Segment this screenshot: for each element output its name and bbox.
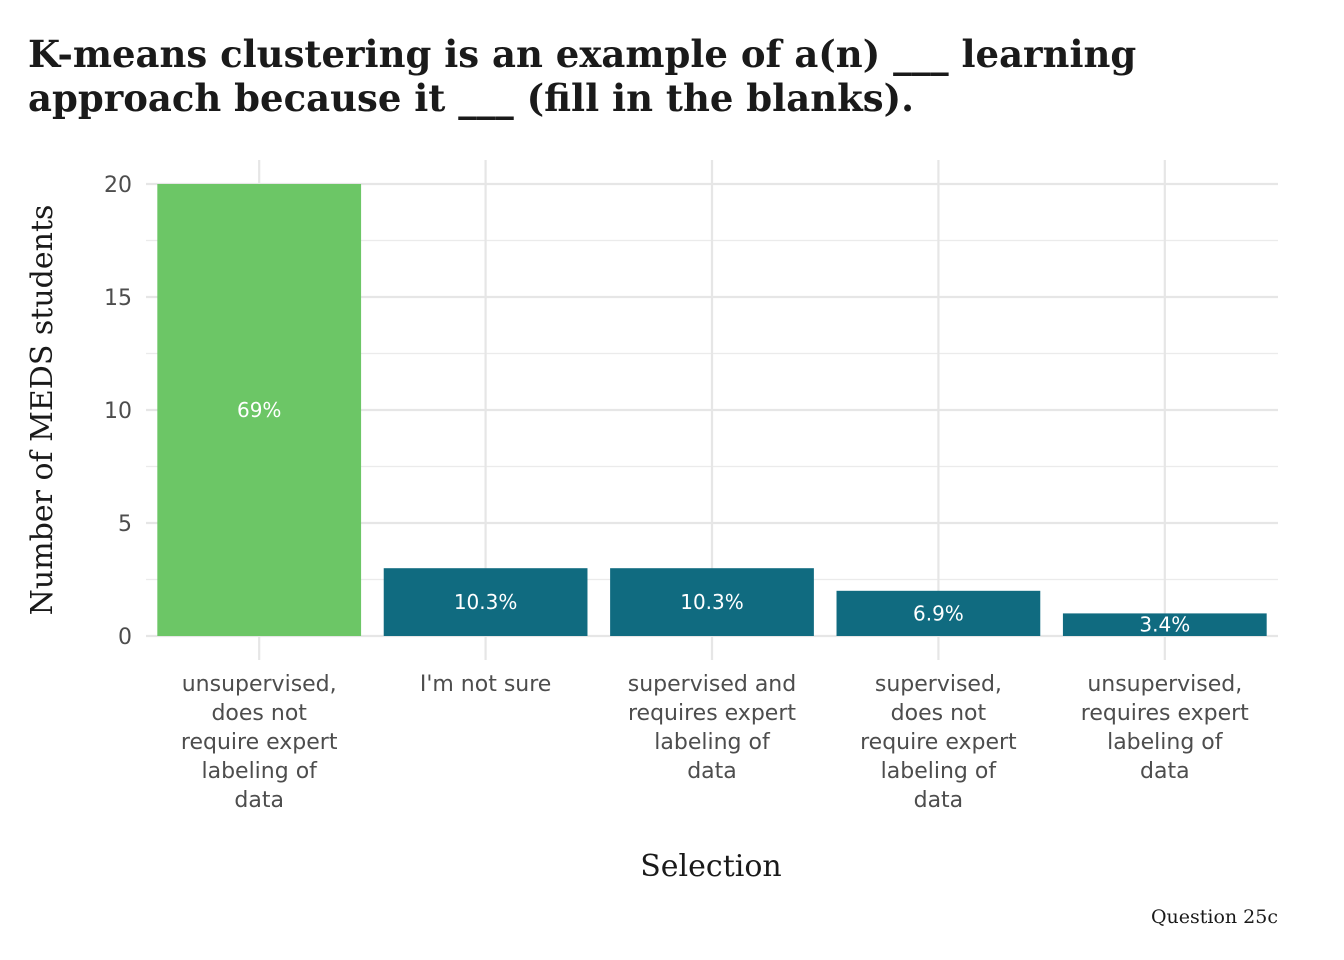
bar xyxy=(836,590,1041,636)
bar xyxy=(610,568,814,636)
y-tick-label: 0 xyxy=(118,625,132,650)
chart-title: K-means clustering is an example of a(n)… xyxy=(28,32,1137,120)
chart-caption: Question 25c xyxy=(1150,906,1278,928)
bar-data-label: 3.4% xyxy=(1139,613,1190,637)
bar-data-label: 69% xyxy=(237,398,281,422)
x-tick-label: unsupervised, does not require expert label… xyxy=(181,672,338,813)
bars xyxy=(157,184,1267,636)
x-tick-label: unsupervised, requires expert labeling of d… xyxy=(1081,672,1249,784)
bar-data-label: 6.9% xyxy=(913,601,964,625)
y-axis-title: Number of MEDS students xyxy=(25,205,60,616)
x-tick-label: supervised, does not require expert labelin… xyxy=(860,672,1017,813)
bar xyxy=(157,184,362,636)
x-tick-label: I'm not sure xyxy=(420,672,551,697)
bar xyxy=(383,568,588,636)
y-tick-label: 20 xyxy=(104,173,132,198)
bar xyxy=(1062,613,1267,636)
bar-data-label: 10.3% xyxy=(454,590,518,614)
y-axis-ticks: 0 5 10 15 20 xyxy=(104,173,132,650)
y-tick-label: 5 xyxy=(118,512,132,537)
y-tick-label: 15 xyxy=(104,286,132,311)
y-tick-label: 10 xyxy=(104,399,132,424)
x-axis-title: Selection xyxy=(640,849,782,884)
x-tick-label: supervised and requires expert labeling of… xyxy=(628,672,797,784)
bar-labels: 69% 10.3% 10.3% 6.9% 3.4% xyxy=(237,398,1190,637)
bar-data-label: 10.3% xyxy=(680,590,744,614)
x-axis-ticks: unsupervised, does not require expert label… xyxy=(181,672,1249,813)
